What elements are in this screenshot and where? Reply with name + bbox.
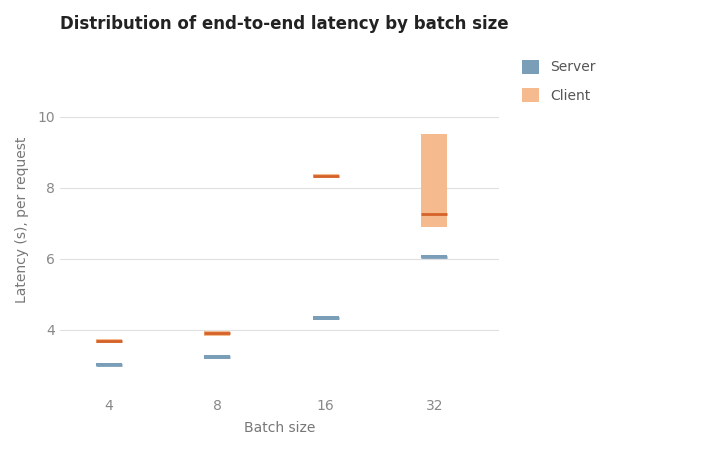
Bar — [421, 135, 447, 227]
Bar — [421, 255, 447, 258]
Bar — [313, 174, 339, 178]
Y-axis label: Latency (s), per request: Latency (s), per request — [15, 136, 29, 303]
Bar — [96, 339, 122, 343]
Bar — [96, 363, 122, 366]
Bar — [313, 315, 339, 320]
Legend: Server, Client: Server, Client — [515, 53, 603, 110]
Bar — [204, 355, 230, 359]
X-axis label: Batch size: Batch size — [244, 421, 315, 435]
Bar — [204, 331, 230, 336]
Text: Distribution of end-to-end latency by batch size: Distribution of end-to-end latency by ba… — [60, 15, 508, 33]
